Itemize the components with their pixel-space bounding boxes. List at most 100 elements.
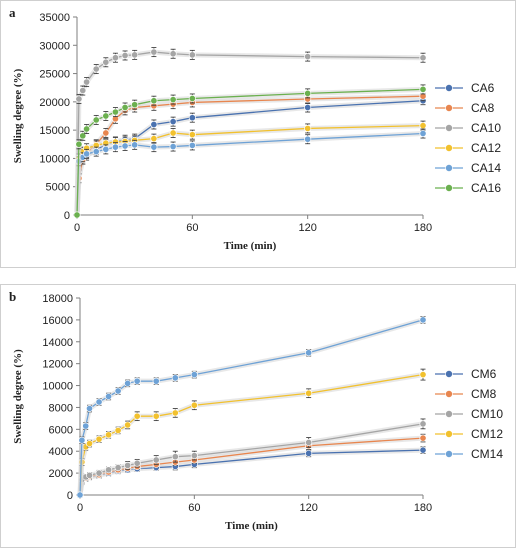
data-point — [124, 379, 132, 387]
series-line — [76, 100, 424, 216]
data-point — [114, 464, 122, 472]
y-tick-label: 10000 — [42, 381, 73, 393]
data-point — [304, 103, 312, 112]
data-point — [188, 51, 196, 59]
y-tick-label: 20000 — [39, 97, 70, 109]
data-point — [169, 129, 177, 137]
series-cm12 — [76, 368, 427, 499]
y-tick-label: 15000 — [39, 125, 70, 137]
data-point — [419, 122, 427, 130]
y-tick-label: 8000 — [49, 402, 73, 414]
data-point — [150, 143, 158, 151]
legend-label: CA8 — [471, 101, 495, 115]
legend-marker — [445, 164, 453, 172]
data-point — [95, 469, 103, 477]
data-point — [85, 440, 94, 448]
data-point — [419, 446, 427, 454]
series-shadow — [74, 123, 424, 216]
data-point — [75, 95, 83, 103]
data-point — [171, 409, 179, 417]
x-tick-label: 60 — [188, 502, 200, 514]
x-tick-label: 0 — [74, 222, 80, 234]
data-point — [133, 459, 141, 467]
data-point — [79, 86, 87, 95]
data-point — [188, 114, 196, 122]
series-shadow — [74, 86, 424, 216]
data-point — [124, 461, 132, 470]
series-ca14 — [73, 128, 427, 219]
data-point — [188, 94, 196, 103]
legend-marker — [445, 430, 453, 438]
data-point — [190, 401, 198, 409]
series-shadow — [77, 447, 424, 496]
data-point — [75, 140, 83, 148]
data-point — [121, 51, 129, 60]
panel-letter: b — [9, 289, 17, 304]
data-point — [121, 142, 129, 150]
x-tick-label: 180 — [414, 222, 432, 234]
y-tick-label: 6000 — [49, 424, 73, 436]
data-point — [105, 431, 113, 439]
data-point — [73, 211, 81, 219]
legend-label: CA10 — [471, 121, 501, 135]
x-axis-title: Time (min) — [224, 240, 277, 252]
legend-label: CM10 — [471, 407, 503, 421]
legend-label: CM6 — [471, 367, 497, 381]
y-tick-label: 10000 — [39, 153, 70, 165]
chart-panel-a: a 0 5000 10000 15000 20000 25000 30000 35000 0 60… — [0, 0, 516, 268]
data-point — [304, 89, 312, 97]
data-point — [111, 108, 119, 116]
data-point — [79, 132, 87, 140]
data-point — [102, 129, 110, 137]
series-ca16 — [73, 84, 427, 219]
y-tick-label: 2000 — [49, 468, 73, 480]
data-point — [305, 389, 313, 397]
series-cm14 — [76, 316, 427, 499]
legend-label: CA14 — [471, 161, 501, 175]
data-point — [102, 58, 110, 66]
legend-label: CA12 — [471, 141, 501, 155]
y-axis-title: Swelling degree (%) — [12, 349, 24, 444]
data-point — [169, 50, 177, 58]
data-point — [85, 471, 94, 479]
data-point — [131, 51, 139, 59]
data-point — [85, 404, 94, 413]
series-shadow — [74, 98, 424, 216]
data-point — [92, 65, 100, 73]
chart-b-svg: 0 2000 4000 6000 8000 10000 12000 14000 16000 180… — [12, 293, 503, 532]
data-point — [169, 96, 177, 104]
legend-marker — [445, 144, 453, 152]
y-tick-label: 16000 — [42, 315, 73, 327]
data-point — [83, 78, 91, 86]
legend-label: CA16 — [471, 181, 501, 195]
y-tick-label: 35000 — [39, 12, 70, 24]
data-point — [171, 374, 179, 382]
data-point — [114, 426, 122, 434]
data-point — [121, 103, 129, 112]
data-point — [419, 54, 427, 62]
data-point — [124, 421, 132, 429]
data-point — [305, 449, 313, 457]
x-tick-label: 0 — [77, 502, 83, 514]
x-tick-label: 120 — [298, 222, 316, 234]
chart-a-svg: 0 5000 10000 15000 20000 25000 30000 35000 0 60 12… — [12, 12, 501, 252]
y-tick-label: 18000 — [42, 293, 73, 305]
data-point — [169, 118, 177, 126]
y-tick-label: 0 — [64, 210, 70, 222]
legend-label: CA6 — [471, 81, 495, 95]
data-point — [150, 120, 158, 129]
data-point — [190, 371, 198, 379]
data-point — [102, 112, 110, 120]
legend-marker — [445, 410, 453, 418]
series-line — [79, 373, 424, 496]
data-point — [95, 398, 103, 406]
legend-marker — [445, 450, 453, 458]
data-point — [305, 438, 313, 447]
y-tick-label: 12000 — [42, 359, 73, 371]
x-axis-title: Time (min) — [225, 520, 278, 532]
data-point — [114, 387, 122, 395]
data-point — [111, 54, 119, 62]
legend-marker — [445, 184, 453, 192]
legend-label: CM12 — [471, 427, 503, 441]
y-tick-label: 0 — [67, 490, 73, 502]
